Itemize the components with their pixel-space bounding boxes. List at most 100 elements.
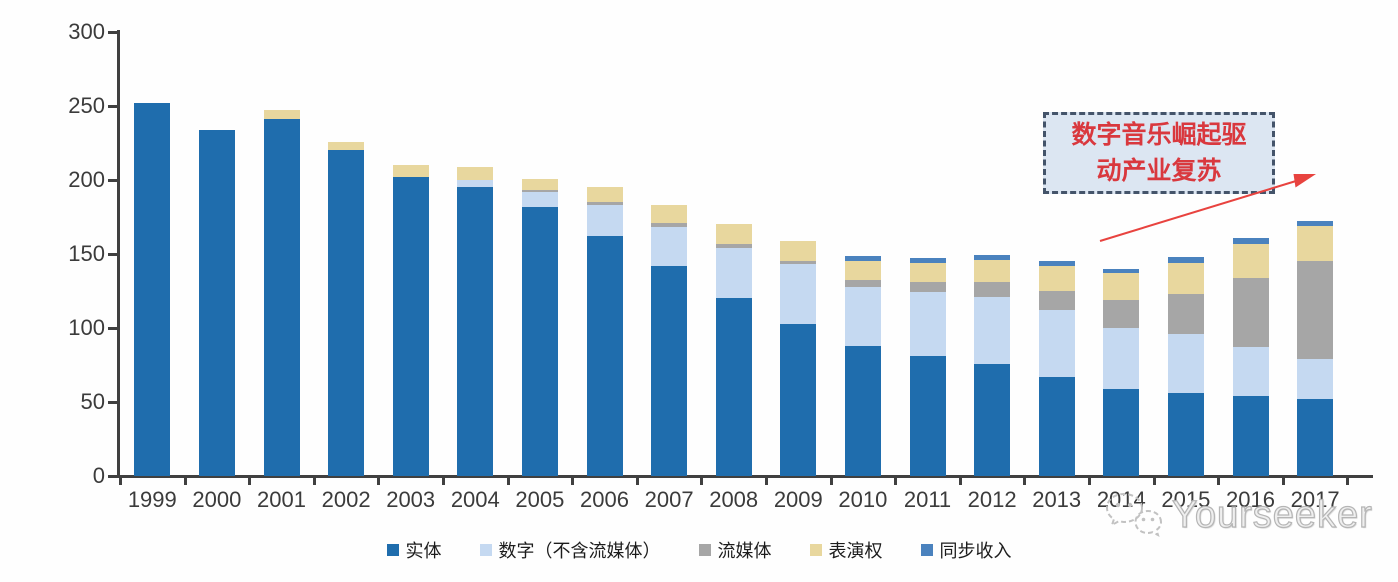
x-axis-tick (248, 478, 252, 485)
y-axis-tick (108, 30, 117, 34)
bar-segment-表演权-2007 (651, 205, 688, 223)
bar-segment-表演权-2005 (521, 178, 558, 191)
x-axis-tick (183, 478, 187, 485)
bar-segment-表演权-2002 (328, 141, 365, 151)
legend-item-2: 流媒体 (698, 537, 772, 563)
bar-segment-同步收入-2014 (1103, 268, 1140, 274)
x-axis-tick (829, 478, 833, 485)
bar-segment-流媒体-2008 (715, 243, 752, 249)
bar-segment-表演权-2014 (1103, 273, 1140, 300)
bar-segment-实体-2016 (1232, 396, 1269, 476)
bar-segment-表演权-2006 (586, 187, 623, 203)
x-axis-tick (765, 478, 768, 485)
legend-swatch (809, 544, 822, 556)
bar-segment-流媒体-2013 (1038, 291, 1075, 311)
x-axis-tick-label-2009: 2009 (773, 487, 823, 512)
legend-item-4: 同步收入 (920, 537, 1012, 563)
x-axis-tick (442, 478, 445, 485)
wechat-chat-bubbles-icon (1105, 492, 1163, 537)
y-axis-tick (108, 178, 117, 182)
y-axis-tick-label: 250 (68, 93, 105, 118)
bar-segment-流媒体-2017 (1297, 261, 1334, 360)
bar-segment-流媒体-2016 (1232, 277, 1269, 348)
bar-segment-同步收入-2012 (974, 255, 1011, 260)
x-axis-tick (1088, 478, 1091, 485)
x-axis-tick (958, 478, 962, 485)
watermark-text: Yourseeker (1171, 493, 1373, 536)
legend-item-0: 实体 (386, 537, 442, 563)
bar-segment-实体-2013 (1038, 376, 1075, 476)
bar-segment-表演权-2012 (974, 259, 1011, 283)
x-axis-tick-label-2006: 2006 (580, 487, 629, 512)
bar-segment-数字（不含流媒体）-2015 (1167, 333, 1204, 394)
legend-label: 流媒体 (717, 541, 772, 561)
bar-segment-同步收入-2016 (1232, 237, 1269, 244)
x-axis-tick-label-2002: 2002 (321, 487, 371, 512)
x-axis-tick (571, 478, 575, 485)
y-axis-tick (108, 326, 117, 330)
bar-segment-表演权-2003 (392, 165, 429, 178)
bar-segment-实体-2015 (1167, 393, 1204, 476)
x-axis-tick-label-2005: 2005 (515, 487, 565, 512)
bar-segment-实体-2014 (1103, 388, 1140, 476)
y-axis-tick-label: 200 (68, 167, 105, 192)
x-axis-tick-label-2007: 2007 (644, 487, 694, 512)
bar-segment-流媒体-2010 (844, 279, 881, 287)
bar-segment-实体-1999 (134, 103, 171, 476)
legend-item-1: 数字（不含流媒体） (479, 537, 661, 563)
legend-label: 实体 (405, 541, 442, 561)
x-axis-tick (1023, 478, 1027, 485)
x-axis-tick-label-2003: 2003 (386, 487, 436, 512)
bar-segment-数字（不含流媒体）-2006 (586, 205, 623, 237)
bar-segment-表演权-2015 (1167, 262, 1204, 294)
legend-swatch (386, 544, 399, 556)
bar-segment-流媒体-2015 (1167, 293, 1204, 334)
bar-segment-同步收入-2013 (1038, 261, 1075, 266)
y-axis-tick (108, 252, 117, 256)
y-axis-tick-label: 100 (68, 315, 105, 340)
x-axis-tick-label-1999: 1999 (127, 487, 177, 512)
bar-segment-表演权-2009 (780, 240, 817, 261)
x-axis-tick (119, 478, 122, 485)
bar-segment-数字（不含流媒体）-2011 (909, 292, 946, 357)
bar-segment-数字（不含流媒体）-2009 (780, 264, 817, 324)
bar-segment-数字（不含流媒体）-2008 (715, 248, 752, 299)
bar-segment-同步收入-2011 (909, 258, 946, 263)
bar-segment-流媒体-2009 (780, 260, 817, 265)
x-axis-tick (1281, 478, 1285, 485)
bar-segment-实体-2000 (198, 129, 235, 476)
x-axis-tick (506, 478, 510, 485)
bar-segment-流媒体-2005 (521, 190, 558, 192)
x-axis-tick-label-2010: 2010 (838, 487, 888, 512)
y-axis-tick-label: 150 (68, 241, 105, 266)
bar-segment-实体-2012 (974, 363, 1011, 476)
y-axis-line (117, 30, 120, 478)
annotation-text-line1: 数字音乐崛起驱 (1071, 121, 1247, 149)
bar-segment-实体-2006 (586, 236, 623, 476)
bar-segment-流媒体-2006 (586, 202, 623, 206)
bar-segment-流媒体-2011 (909, 282, 946, 293)
x-axis-tick-label-2011: 2011 (903, 487, 952, 512)
x-axis-tick (894, 478, 898, 485)
y-axis-tick (108, 104, 117, 108)
x-axis-tick (1217, 478, 1221, 485)
bar-segment-数字（不含流媒体）-2005 (521, 191, 558, 207)
x-axis-tick-label-2016: 2016 (1226, 487, 1275, 512)
x-axis-tick-label-2015: 2015 (1161, 487, 1211, 512)
y-axis-tick-label: 0 (92, 463, 105, 488)
legend-swatch (920, 544, 933, 556)
x-axis-tick-label-2012: 2012 (967, 487, 1017, 512)
bar-segment-实体-2008 (715, 298, 752, 476)
bar-segment-数字（不含流媒体）-2007 (651, 227, 688, 266)
x-axis-tick-label-2000: 2000 (192, 487, 242, 512)
y-axis-tick (108, 474, 117, 478)
legend-item-3: 表演权 (809, 537, 883, 563)
watermark: Yourseeker (1104, 490, 1373, 540)
bar-segment-数字（不含流媒体）-2016 (1232, 347, 1269, 397)
bar-segment-同步收入-2015 (1167, 256, 1204, 263)
x-axis-tick (312, 478, 316, 485)
y-axis-tick-label: 50 (80, 389, 105, 414)
bar-segment-实体-2007 (651, 265, 688, 476)
bar-segment-流媒体-2014 (1103, 299, 1140, 328)
